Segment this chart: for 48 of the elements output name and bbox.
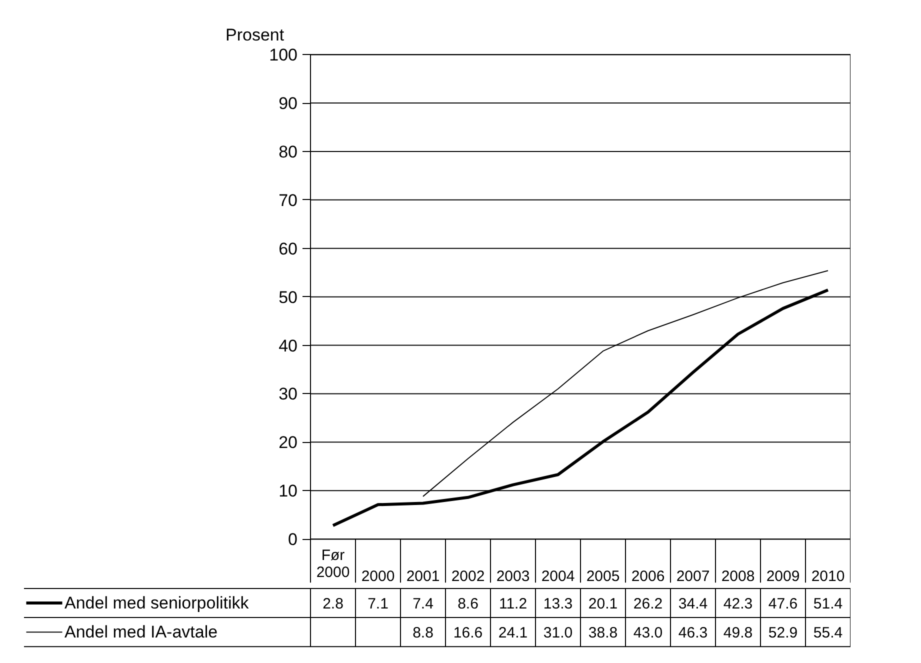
x-tick-label: 2003: [496, 568, 530, 586]
x-tick-label: 2004: [541, 568, 575, 586]
y-tick-label: 60: [278, 239, 298, 258]
data-label: 16.6: [453, 624, 483, 642]
x-tick-label: 2001: [406, 568, 440, 586]
x-tick-label: Før 2000: [316, 547, 350, 582]
x-tick-label: 2010: [811, 568, 845, 586]
legend-label: Andel med seniorpolitikk: [64, 594, 250, 613]
data-label: 55.4: [813, 624, 843, 642]
x-tick-label: 2005: [586, 568, 620, 586]
y-tick-label: 10: [278, 482, 298, 501]
data-label: 2.8: [322, 596, 344, 613]
y-tick-label: 50: [278, 288, 298, 307]
data-label: 20.1: [588, 596, 618, 613]
x-tick-label: 2006: [631, 568, 665, 586]
data-label: 52.9: [768, 624, 798, 642]
data-label: 46.3: [678, 624, 708, 642]
data-label: 7.1: [368, 596, 388, 613]
data-label: 13.3: [543, 596, 573, 613]
legend-label: Andel med IA-avtale: [64, 622, 218, 642]
data-label: 47.6: [768, 596, 798, 613]
x-tick-label: 2007: [676, 568, 710, 586]
data-label: 43.0: [633, 624, 663, 642]
data-label: 31.0: [543, 624, 573, 642]
data-label: 24.1: [498, 624, 528, 642]
y-tick-label: 30: [278, 384, 298, 404]
y-tick-label: 40: [278, 336, 298, 356]
data-label: 7.4: [412, 596, 434, 613]
x-tick-label: 2000: [361, 568, 395, 586]
y-tick-label: 20: [278, 433, 298, 452]
data-label: 8.8: [412, 624, 434, 642]
data-label: 42.3: [723, 596, 753, 613]
data-label: 34.4: [678, 596, 708, 613]
x-tick-label: 2008: [721, 568, 755, 586]
y-axis-title: Prosent: [226, 26, 284, 45]
x-tick-label: 2009: [766, 568, 800, 586]
x-tick-label: 2002: [451, 568, 485, 586]
data-label: 49.8: [723, 624, 753, 642]
data-label: 26.2: [633, 596, 663, 613]
y-tick-label: 0: [288, 530, 298, 550]
data-label: 51.4: [813, 596, 843, 613]
data-label: 38.8: [588, 624, 618, 642]
y-tick-label: 70: [278, 190, 298, 210]
y-tick-label: 80: [278, 142, 298, 162]
y-tick-label: 90: [278, 94, 298, 114]
data-label: 8.6: [458, 596, 478, 613]
data-label: 11.2: [498, 596, 528, 613]
y-tick-label: 100: [269, 46, 298, 65]
